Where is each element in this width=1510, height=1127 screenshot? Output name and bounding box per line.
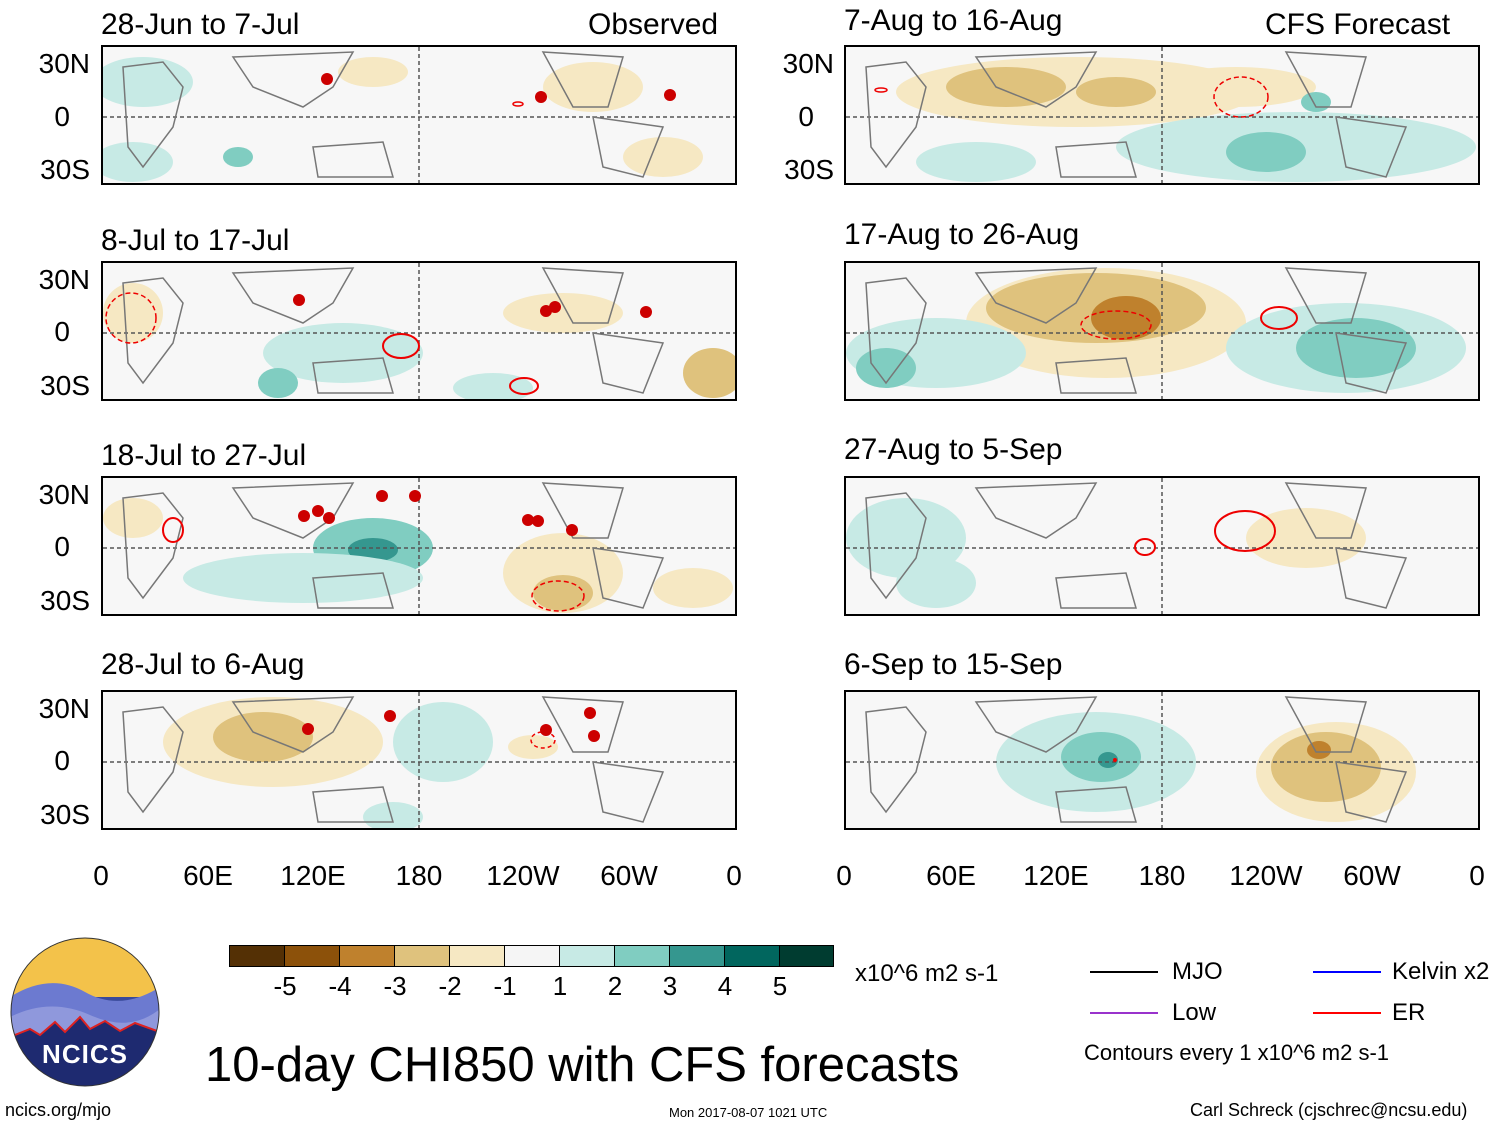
y-tick: 0 [54,745,70,776]
colorbar-label: -1 [493,971,517,1001]
colorbar-label: 3 [662,971,678,1001]
legend-label: ER [1392,999,1426,1026]
colorbar-label: 2 [607,971,623,1001]
colorbar-swatch [724,945,780,967]
forecast-label: CFS Forecast [1265,8,1451,41]
colorbar-label: 1 [552,971,568,1001]
map-shading [846,263,1478,399]
panel-title: 27-Aug to 5-Sep [844,433,1063,466]
panel-title: 28-Jul to 6-Aug [101,648,305,681]
x-tick: 120E [280,860,346,891]
colorbar-label: -2 [438,971,462,1001]
x-tick: 180 [1138,860,1186,891]
panel-title: 8-Jul to 17-Jul [101,224,290,257]
colorbar-units: x10^6 m2 s-1 [855,960,999,987]
panel-title: 18-Jul to 27-Jul [101,439,307,472]
source-url: ncics.org/mjo [5,1100,112,1120]
colorbar-label: -4 [328,971,352,1001]
colorbar-swatch [669,945,725,967]
colorbar-label: 4 [717,971,733,1001]
x-tick: 0 [726,860,742,891]
colorbar-swatch [504,945,560,967]
map-shading [846,47,1478,183]
colorbar-swatch [284,945,340,967]
colorbar-swatch [449,945,505,967]
map-shading [103,47,735,183]
y-tick: 30N [38,479,90,510]
anomaly-map [844,261,1480,401]
colorbar-label: -5 [273,971,297,1001]
colorbar-label: 5 [772,971,788,1001]
x-tick: 60W [1343,860,1401,891]
colorbar-swatch [779,945,834,967]
colorbar-swatch [339,945,395,967]
colorbar-label: -3 [383,971,407,1001]
y-tick: 30S [40,585,90,616]
x-tick: 60W [600,860,658,891]
y-tick: 30N [38,693,90,724]
colorbar-swatch [394,945,450,967]
y-tick: 30N [38,264,90,295]
y-tick: 0 [54,531,70,562]
y-tick: 0 [54,101,70,132]
y-tick: 30S [40,799,90,830]
x-tick: 60E [183,860,233,891]
y-tick: 0 [798,101,814,132]
x-tick: 60E [926,860,976,891]
ncics-logo: NCICS [10,937,160,1087]
anomaly-map [844,45,1480,185]
legend-label: MJO [1172,958,1223,985]
anomaly-map [844,476,1480,616]
y-tick: 30N [782,48,834,79]
anomaly-map [101,690,737,830]
y-tick: 30S [40,154,90,185]
anomaly-map [101,45,737,185]
map-shading [846,478,1478,614]
x-tick: 0 [93,860,109,891]
x-tick: 120W [1229,860,1303,891]
figure-title: 10-day CHI850 with CFS forecasts [205,1038,960,1092]
y-tick: 0 [54,316,70,347]
x-tick: 180 [395,860,443,891]
mjo-line-swatch [1090,971,1158,973]
panel-title: 28-Jun to 7-Jul [101,8,300,41]
panel-title: 7-Aug to 16-Aug [844,4,1063,37]
legend-label: Low [1172,999,1217,1026]
anomaly-map [101,476,737,616]
y-tick: 30S [784,154,834,185]
x-tick: 120W [486,860,560,891]
map-shading [103,692,735,828]
panel-title: 6-Sep to 15-Sep [844,648,1063,681]
contour-note: Contours every 1 x10^6 m2 s-1 [1084,1040,1390,1065]
y-tick: 30S [40,370,90,401]
logo-graphic [10,937,160,1087]
logo-text: NCICS [42,1039,128,1069]
x-tick: 0 [836,860,852,891]
kelvin-line-swatch [1313,971,1381,973]
x-tick: 0 [1469,860,1485,891]
timestamp: Mon 2017-08-07 1021 UTC [669,1105,828,1120]
credit: Carl Schreck (cjschrec@ncsu.edu) [1190,1100,1468,1120]
observed-label: Observed [588,8,719,41]
legend-label: Kelvin x2 [1392,958,1490,985]
map-shading [846,692,1478,828]
map-shading [103,478,735,614]
colorbar-swatch [229,945,285,967]
map-shading [103,263,735,399]
y-tick: 30N [38,48,90,79]
er-line-swatch [1313,1012,1381,1014]
x-tick: 120E [1023,860,1089,891]
anomaly-map [101,261,737,401]
colorbar-swatch [559,945,615,967]
colorbar-swatch [614,945,670,967]
panel-title: 17-Aug to 26-Aug [844,218,1080,251]
anomaly-map [844,690,1480,830]
low-line-swatch [1090,1012,1158,1014]
